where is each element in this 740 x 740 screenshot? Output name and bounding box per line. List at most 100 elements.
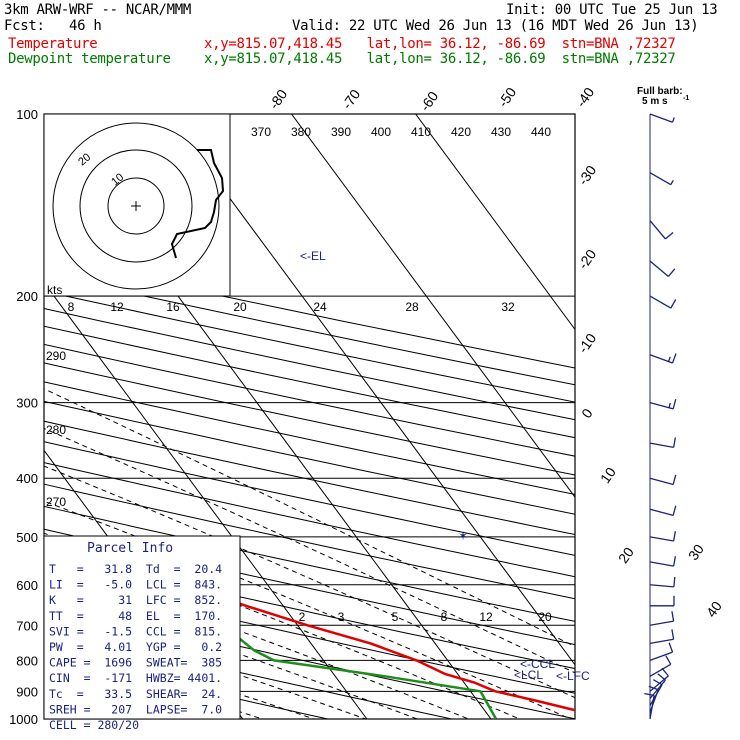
temperature-location: x,y=815.07,418.45 lat,lon= 36.12, -86.69… bbox=[204, 36, 676, 52]
temperature-legend-label: Temperature bbox=[8, 36, 98, 52]
wind-barb-feather bbox=[665, 231, 674, 240]
dry-adiabat bbox=[44, 576, 575, 694]
wind-barb-feather bbox=[672, 399, 677, 410]
parcel-info-title: Parcel Info bbox=[87, 541, 173, 556]
wind-barb bbox=[649, 399, 677, 410]
wind-barb-feather bbox=[672, 556, 677, 567]
wind-barb bbox=[649, 437, 677, 448]
dry-adiabat bbox=[44, 308, 575, 421]
mixing-ratio-label: 24 bbox=[313, 300, 327, 314]
dry-adiabat bbox=[44, 325, 575, 439]
model-title: 3km ARW-WRF -- NCAR/MMM bbox=[4, 2, 191, 18]
pressure-label: 100 bbox=[16, 107, 38, 122]
mixing-ratio-label: 32 bbox=[501, 300, 515, 314]
wind-barb-staff bbox=[649, 354, 673, 364]
pressure-label: 900 bbox=[16, 684, 38, 699]
wind-barb bbox=[649, 531, 677, 542]
wind-barb-staff bbox=[649, 508, 674, 517]
parcel-info-row: SREH = 207 LAPSE= 7.0 bbox=[49, 702, 222, 716]
wind-barb-feather bbox=[665, 655, 672, 665]
mixing-ratio-label: 3 bbox=[338, 610, 345, 624]
barb-legend-unit: 5 m s bbox=[642, 96, 668, 107]
wind-barb-feather bbox=[672, 505, 677, 516]
isotherm-label: -70 bbox=[339, 86, 364, 112]
mixing-ratio-label: 8 bbox=[68, 300, 75, 314]
parcel-info-row: TT = 48 EL = 170. bbox=[49, 609, 222, 623]
hodograph-ring bbox=[52, 122, 220, 290]
moist-adiabat bbox=[44, 427, 575, 674]
wind-barb bbox=[650, 595, 675, 607]
wind-barb-staff bbox=[649, 620, 674, 626]
dry-adiabat bbox=[44, 627, 455, 719]
wind-barb-staff bbox=[649, 442, 674, 448]
wind-barb-feather bbox=[671, 611, 675, 622]
parcel-info-row: CELL = 280/20 bbox=[49, 718, 139, 732]
dewpoint-legend-label: Dewpoint temperature bbox=[8, 51, 171, 67]
pressure-label: 500 bbox=[16, 530, 38, 545]
barb-legend-title: Full barb: bbox=[637, 86, 683, 97]
wind-barb bbox=[649, 679, 663, 706]
wind-barb-feather bbox=[671, 117, 675, 123]
isotherm-line bbox=[415, 114, 575, 331]
parcel-info-row: PW = 4.01 YGP = 0.2 bbox=[49, 640, 222, 654]
wind-barb-feather bbox=[667, 268, 676, 277]
plot-border bbox=[43, 113, 576, 720]
hodograph-units: kts bbox=[47, 283, 62, 297]
wind-barb-feather bbox=[670, 299, 677, 309]
wind-barb-staff bbox=[649, 561, 674, 567]
pressure-label: 1000 bbox=[9, 712, 38, 727]
theta-e-label: 390 bbox=[331, 125, 351, 139]
wind-barb bbox=[649, 556, 677, 567]
isotherm-label: -20 bbox=[575, 246, 600, 272]
mixing-ratio-label: 5 bbox=[392, 610, 399, 624]
isotherm-label: -10 bbox=[575, 330, 600, 356]
wind-barb-staff bbox=[649, 295, 672, 309]
parcel-info-row: T = 31.8 Td = 20.4 bbox=[49, 562, 222, 576]
wind-barb bbox=[649, 172, 674, 186]
wind-barb-staff bbox=[649, 113, 673, 123]
wind-barb-staff bbox=[649, 679, 666, 699]
wind-barb-feather bbox=[672, 531, 677, 542]
hodograph-ring bbox=[107, 177, 165, 235]
wind-barb-feather bbox=[668, 642, 674, 653]
wind-barb-staff bbox=[649, 651, 673, 661]
wind-barb-column bbox=[644, 113, 677, 720]
wind-barb-staff bbox=[649, 663, 672, 677]
wind-barb bbox=[649, 505, 677, 517]
isotherm-label: -50 bbox=[495, 84, 520, 110]
wind-barb bbox=[649, 611, 675, 626]
isotherm-label: 30 bbox=[685, 541, 707, 563]
dewpoint-line bbox=[44, 583, 498, 719]
pressure-label: 400 bbox=[16, 471, 38, 486]
theta-e-label: 430 bbox=[491, 125, 511, 139]
wind-barb bbox=[649, 576, 676, 588]
mixing-ratio-label: 2 bbox=[299, 610, 306, 624]
theta-label: 290 bbox=[46, 349, 66, 363]
theta-e-label: 440 bbox=[531, 125, 551, 139]
pressure-label: 600 bbox=[16, 578, 38, 593]
wind-barb-feather bbox=[670, 179, 674, 185]
wind-barb-feather bbox=[673, 576, 676, 587]
isotherm-label: -40 bbox=[573, 84, 598, 110]
dry-adiabat bbox=[44, 505, 575, 622]
theta-e-label: 380 bbox=[291, 125, 311, 139]
el-label: <-EL bbox=[300, 249, 326, 263]
dry-adiabat bbox=[0, 114, 9, 732]
forecast-hour: Fcst: 46 h bbox=[4, 18, 102, 34]
dry-adiabat bbox=[44, 273, 575, 386]
mixing-ratio-label: 20 bbox=[538, 610, 552, 624]
mixing-ratio-label: 28 bbox=[405, 300, 419, 314]
barb-legend: Full barb:5 m s -1 bbox=[637, 86, 689, 107]
wind-barb-feather bbox=[672, 437, 677, 448]
wind-barb bbox=[649, 295, 677, 309]
wind-barb bbox=[649, 642, 674, 661]
wind-barb-staff bbox=[649, 477, 674, 486]
dewpoint-location: x,y=815.07,418.45 lat,lon= 36.12, -86.69… bbox=[204, 51, 676, 67]
theta-label: 270 bbox=[46, 495, 66, 509]
wind-barb-staff bbox=[649, 638, 674, 645]
wind-barb-feather bbox=[671, 629, 675, 640]
theta-e-label: 370 bbox=[251, 125, 271, 139]
wind-marker-icon: ✶ bbox=[458, 529, 468, 543]
